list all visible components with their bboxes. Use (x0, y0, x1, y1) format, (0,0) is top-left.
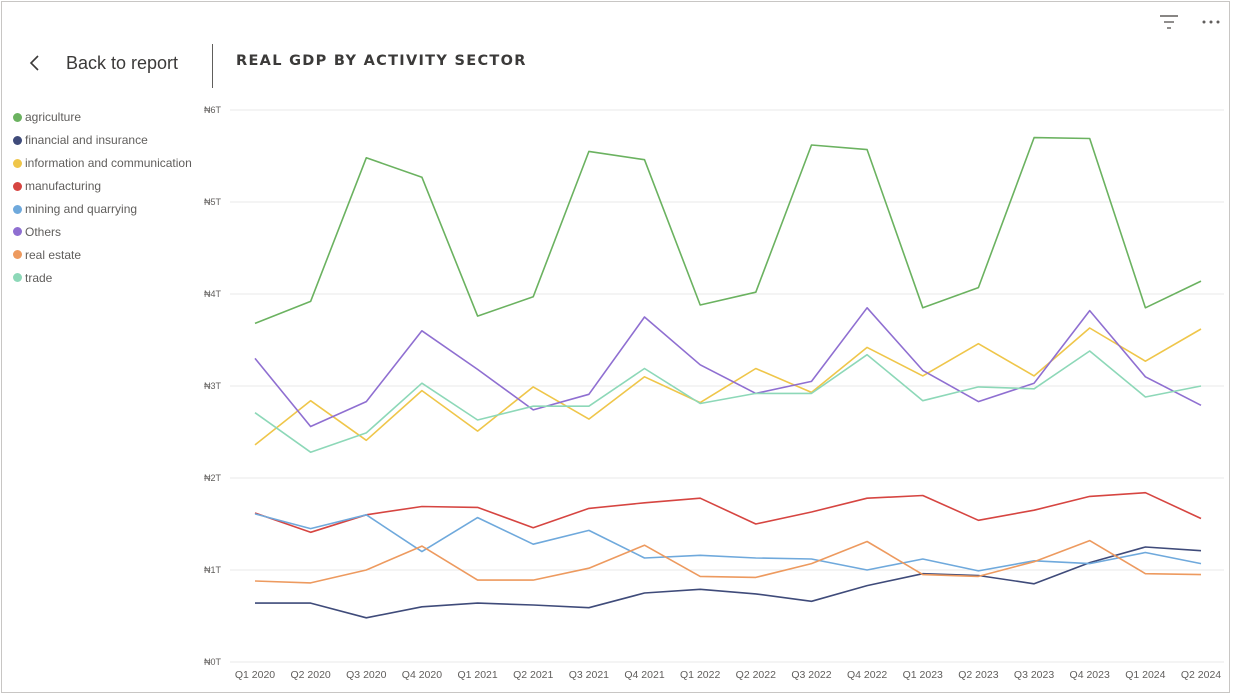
x-tick-label: Q1 2023 (903, 669, 943, 681)
y-tick-label: ₦2T (204, 473, 222, 483)
x-tick-label: Q1 2024 (1125, 669, 1165, 681)
x-tick-label: Q4 2022 (847, 669, 887, 681)
x-tick-label: Q1 2022 (680, 669, 720, 681)
x-axis-ticks: Q1 2020 Q2 2020 Q3 2020 Q4 2020 Q1 2021 Q2 20… (235, 669, 1221, 681)
x-tick-label: Q3 2021 (569, 669, 609, 681)
x-tick-label: Q3 2022 (791, 669, 831, 681)
series-line-agriculture[interactable] (255, 138, 1201, 324)
x-tick-label: Q4 2021 (624, 669, 664, 681)
x-tick-label: Q2 2024 (1181, 669, 1221, 681)
x-tick-label: Q3 2023 (1014, 669, 1054, 681)
y-tick-label: ₦4T (204, 289, 222, 299)
y-tick-label: ₦3T (204, 381, 222, 391)
series-line-trade[interactable] (255, 351, 1201, 452)
x-tick-label: Q1 2021 (457, 669, 497, 681)
y-tick-label: ₦5T (204, 197, 222, 207)
y-tick-label: ₦0T (204, 657, 222, 667)
series-line-manufacturing[interactable] (255, 493, 1201, 533)
x-tick-label: Q4 2020 (402, 669, 442, 681)
x-tick-label: Q2 2023 (958, 669, 998, 681)
series-line-others[interactable] (255, 308, 1201, 427)
x-tick-label: Q4 2023 (1070, 669, 1110, 681)
x-tick-label: Q2 2021 (513, 669, 553, 681)
y-tick-label: ₦6T (204, 105, 222, 115)
y-tick-label: ₦1T (204, 565, 222, 575)
x-tick-label: Q2 2022 (736, 669, 776, 681)
series-lines (255, 138, 1201, 618)
series-line-mining-and-quarrying[interactable] (255, 514, 1201, 571)
x-tick-label: Q2 2020 (290, 669, 330, 681)
y-axis-ticks: ₦0T ₦1T ₦2T ₦3T ₦4T ₦5T ₦6T (204, 105, 222, 667)
x-tick-label: Q1 2020 (235, 669, 275, 681)
x-tick-label: Q3 2020 (346, 669, 386, 681)
